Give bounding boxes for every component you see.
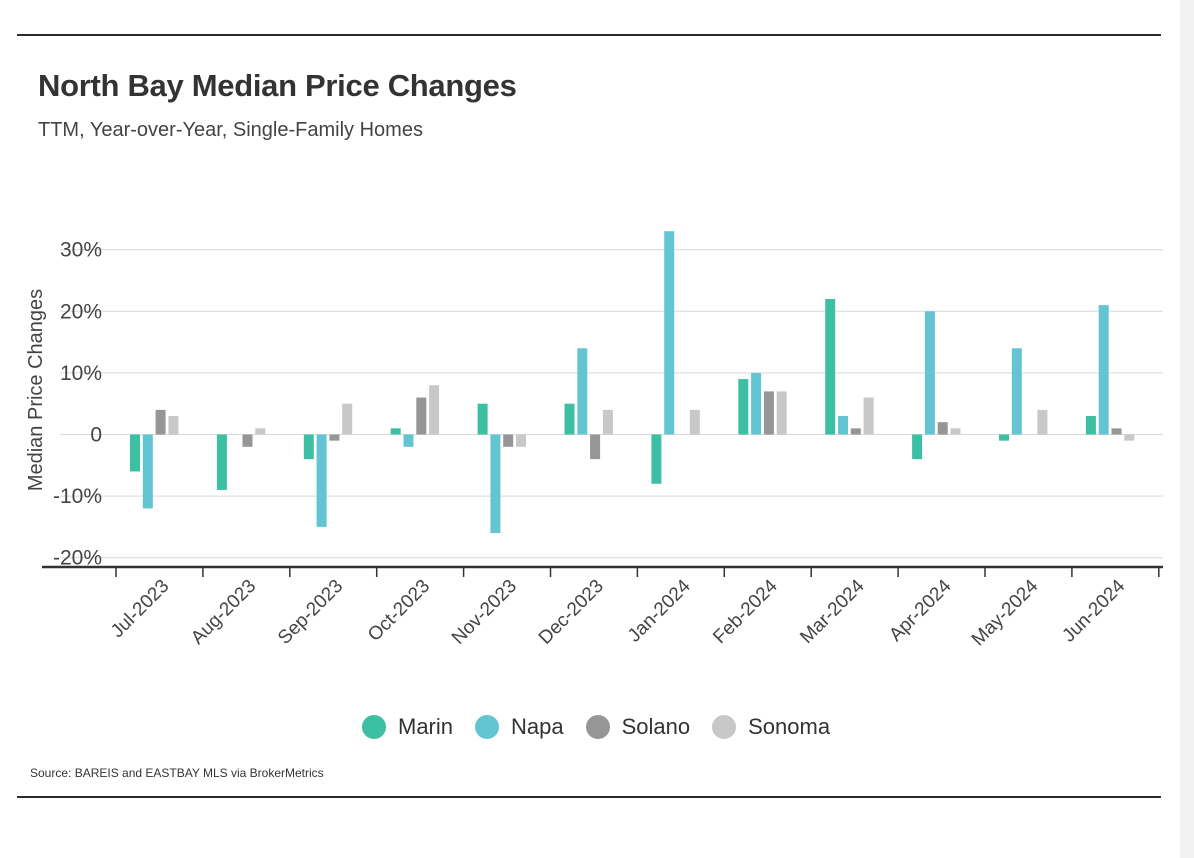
bar-sonoma bbox=[689, 409, 700, 435]
chart-legend: Marin Napa Solano Sonoma bbox=[362, 714, 852, 740]
bar-solano bbox=[850, 428, 861, 435]
x-tick-label: Jul-2023 bbox=[107, 576, 173, 642]
legend-swatch bbox=[585, 715, 610, 739]
legend-swatch bbox=[362, 715, 386, 739]
x-tick-label: Nov-2023 bbox=[448, 576, 521, 649]
y-tick-label: 10% bbox=[60, 362, 102, 385]
legend-swatch bbox=[712, 715, 737, 739]
bar-solano bbox=[329, 434, 340, 441]
legend-label: Napa bbox=[511, 714, 564, 739]
y-tick-label: 30% bbox=[60, 239, 102, 262]
bar-marin bbox=[825, 298, 836, 435]
legend-item-napa: Napa bbox=[475, 714, 564, 740]
bar-sonoma bbox=[429, 385, 440, 435]
bar-sonoma bbox=[950, 428, 961, 435]
bar-napa bbox=[316, 434, 327, 527]
bar-marin bbox=[1085, 416, 1096, 435]
x-tick-label: Oct-2023 bbox=[364, 576, 434, 646]
x-tick-label: May-2024 bbox=[968, 575, 1043, 650]
bar-solano bbox=[763, 391, 774, 435]
legend-swatch bbox=[475, 715, 500, 739]
bottom-rule bbox=[17, 796, 1161, 798]
bar-marin bbox=[130, 434, 140, 472]
x-tick-label: Jun-2024 bbox=[1058, 575, 1129, 646]
bar-marin bbox=[477, 403, 488, 435]
bar-solano bbox=[503, 434, 514, 447]
bar-marin bbox=[303, 434, 314, 460]
bar-napa bbox=[1098, 305, 1109, 435]
bar-marin bbox=[912, 434, 923, 460]
bar-sonoma bbox=[516, 434, 526, 447]
bar-solano bbox=[416, 397, 427, 435]
bar-napa bbox=[1011, 348, 1022, 435]
bar-marin bbox=[216, 434, 227, 490]
bar-sonoma bbox=[776, 391, 787, 435]
bar-marin bbox=[999, 434, 1009, 441]
bar-solano bbox=[155, 409, 166, 435]
x-tick-label: Sep-2023 bbox=[274, 576, 347, 649]
bar-sonoma bbox=[602, 409, 613, 435]
bar-napa bbox=[838, 416, 848, 435]
bar-sonoma bbox=[342, 403, 353, 435]
source-note: Source: BAREIS and EASTBAY MLS via Broke… bbox=[30, 766, 324, 780]
y-tick-label: -10% bbox=[53, 485, 102, 508]
bar-sonoma bbox=[863, 397, 874, 435]
legend-label: Marin bbox=[398, 714, 454, 739]
top-rule bbox=[17, 34, 1161, 36]
bar-marin bbox=[651, 434, 662, 484]
legend-item-marin: Marin bbox=[362, 714, 453, 740]
window-edge bbox=[1180, 0, 1194, 858]
bar-sonoma bbox=[255, 428, 266, 435]
x-tick-label: Mar-2024 bbox=[796, 575, 869, 648]
bar-marin bbox=[390, 428, 401, 435]
legend-item-solano: Solano bbox=[585, 714, 691, 740]
bar-solano bbox=[242, 434, 253, 447]
bar-napa bbox=[664, 231, 675, 435]
chart-title: North Bay Median Price Changes bbox=[38, 68, 517, 103]
bar-marin bbox=[564, 403, 575, 435]
bar-sonoma bbox=[1124, 434, 1135, 441]
bar-solano bbox=[590, 434, 601, 460]
y-tick-label: 0 bbox=[90, 424, 102, 447]
legend-label: Sonoma bbox=[748, 714, 831, 739]
bar-napa bbox=[403, 434, 414, 447]
bar-napa bbox=[577, 348, 588, 435]
bar-napa bbox=[751, 372, 762, 435]
bar-solano bbox=[937, 422, 948, 435]
legend-label: Solano bbox=[621, 714, 691, 739]
x-tick-label: Aug-2023 bbox=[187, 576, 260, 649]
x-tick-label: Dec-2023 bbox=[535, 576, 608, 649]
y-tick-label: 20% bbox=[60, 300, 102, 323]
bar-napa bbox=[924, 311, 935, 435]
bar-sonoma bbox=[1037, 409, 1048, 435]
y-axis-label: Median Price Changes bbox=[25, 289, 47, 491]
x-tick-label: Feb-2024 bbox=[709, 575, 782, 648]
bar-napa bbox=[490, 434, 501, 534]
bar-solano bbox=[1111, 428, 1122, 435]
bar-marin bbox=[738, 379, 749, 435]
x-tick-label: Jan-2024 bbox=[624, 575, 695, 646]
x-tick-label: Apr-2024 bbox=[885, 575, 955, 645]
bar-sonoma bbox=[168, 416, 179, 435]
bar-napa bbox=[142, 434, 153, 509]
legend-item-sonoma: Sonoma bbox=[712, 714, 830, 740]
y-tick-label: -20% bbox=[53, 547, 102, 570]
chart-subtitle: TTM, Year-over-Year, Single-Family Homes bbox=[38, 119, 423, 141]
